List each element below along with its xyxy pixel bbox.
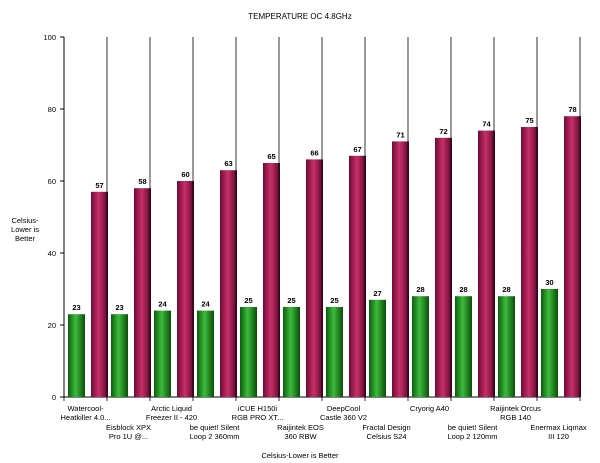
bars — [63, 37, 581, 401]
data-label: 25 — [287, 296, 295, 305]
bar-series-0-2 — [154, 310, 171, 397]
bar-series-0-5 — [283, 307, 300, 397]
bar-series-0-11 — [541, 289, 558, 397]
bar-series-1-8 — [435, 137, 452, 398]
data-label: 71 — [396, 130, 404, 139]
x-axis-label: Celsius-Lower is Better — [261, 451, 339, 460]
data-label: 24 — [201, 300, 210, 309]
chart-title: TEMPERATURE OC 4.8GHz — [248, 12, 351, 21]
y-tick-label: 20 — [48, 321, 56, 330]
data-label: 28 — [416, 285, 424, 294]
bar-series-1-4 — [263, 163, 280, 397]
category-label: 360 RBW — [284, 432, 317, 441]
y-tick-label: 0 — [52, 393, 56, 402]
category-label: Pro 1U @... — [109, 432, 148, 441]
category-label: be quiet! Silent — [190, 423, 241, 432]
y-tick-label: 80 — [48, 105, 56, 114]
data-label: 24 — [158, 300, 167, 309]
data-label: 23 — [72, 303, 80, 312]
data-label: 66 — [310, 148, 318, 157]
y-tick-label: 40 — [48, 249, 56, 258]
y-axis-label-line: Celsius- — [11, 216, 39, 225]
bar-series-0-7 — [369, 299, 386, 397]
category-label: Eisblock XPX — [106, 423, 151, 432]
category-label: Heatkiller 4.0... — [60, 413, 110, 422]
data-label: 63 — [224, 159, 232, 168]
y-axis-label-line: Lower is — [11, 225, 39, 234]
bar-series-1-5 — [306, 159, 323, 397]
category-label: Watercool- — [68, 404, 104, 413]
category-label: Raijintek EOS — [277, 423, 324, 432]
data-label: 65 — [267, 152, 275, 161]
bar-series-1-3 — [220, 170, 237, 397]
y-tick-label: 100 — [43, 33, 56, 42]
data-label: 28 — [459, 285, 467, 294]
category-label: Loop 2 360mm — [189, 432, 239, 441]
data-label: 28 — [502, 285, 510, 294]
bar-series-1-10 — [521, 127, 538, 397]
category-label: Arctic Liquid — [151, 404, 192, 413]
y-axis-label-line: Better — [15, 234, 36, 243]
bar-series-0-8 — [412, 296, 429, 397]
bar-series-0-1 — [111, 314, 128, 397]
data-label: 60 — [181, 170, 189, 179]
bar-series-0-10 — [498, 296, 515, 397]
category-label: Fractal Design — [362, 423, 410, 432]
data-label: 23 — [115, 303, 123, 312]
category-label: Cryorig A40 — [410, 404, 449, 413]
bar-series-1-0 — [91, 191, 108, 397]
bar-series-1-2 — [177, 181, 194, 397]
category-label: Enermax Liqmax — [530, 423, 587, 432]
bar-series-1-6 — [349, 155, 366, 397]
data-label: 57 — [95, 181, 103, 190]
y-ticks: 0 20 40 60 80 100 — [43, 33, 64, 402]
category-label: RGB 140 — [500, 413, 531, 422]
data-label: 30 — [545, 278, 553, 287]
data-label: 25 — [330, 296, 338, 305]
bar-series-0-3 — [197, 310, 214, 397]
category-label: RGB PRO XT... — [232, 413, 284, 422]
category-label: Celsius S24 — [366, 432, 406, 441]
data-label: 58 — [138, 177, 146, 186]
bar-series-1-1 — [134, 188, 151, 397]
category-label: DeepCool — [327, 404, 361, 413]
category-label: iCUE H150i — [238, 404, 278, 413]
data-label: 72 — [439, 127, 447, 136]
data-label: 27 — [373, 289, 381, 298]
bar-series-0-9 — [455, 296, 472, 397]
bar-series-1-9 — [478, 130, 495, 397]
category-labels: Watercool-Heatkiller 4.0...Eisblock XPXP… — [60, 404, 586, 441]
category-label: III 120 — [548, 432, 569, 441]
y-tick-label: 60 — [48, 177, 56, 186]
bar-series-0-0 — [68, 314, 85, 397]
category-label: Freezer II - 420 — [146, 413, 197, 422]
data-label: 25 — [244, 296, 252, 305]
data-label: 67 — [353, 145, 361, 154]
category-label: Loop 2 120mm — [447, 432, 497, 441]
category-label: be quiet! Silent — [448, 423, 499, 432]
bar-series-1-11 — [564, 116, 581, 397]
bar-series-1-7 — [392, 141, 409, 397]
category-label: Castle 360 V2 — [320, 413, 367, 422]
data-label: 74 — [482, 120, 491, 129]
bar-series-0-4 — [240, 307, 257, 397]
bar-series-0-6 — [326, 307, 343, 397]
data-label: 75 — [525, 116, 533, 125]
category-label: Raijintek Orcus — [490, 404, 541, 413]
value-labels: 23 57 23 58 24 60 24 63 25 65 25 66 25 67 27 71 28 72 28 74… — [72, 105, 576, 312]
data-label: 78 — [568, 105, 576, 114]
